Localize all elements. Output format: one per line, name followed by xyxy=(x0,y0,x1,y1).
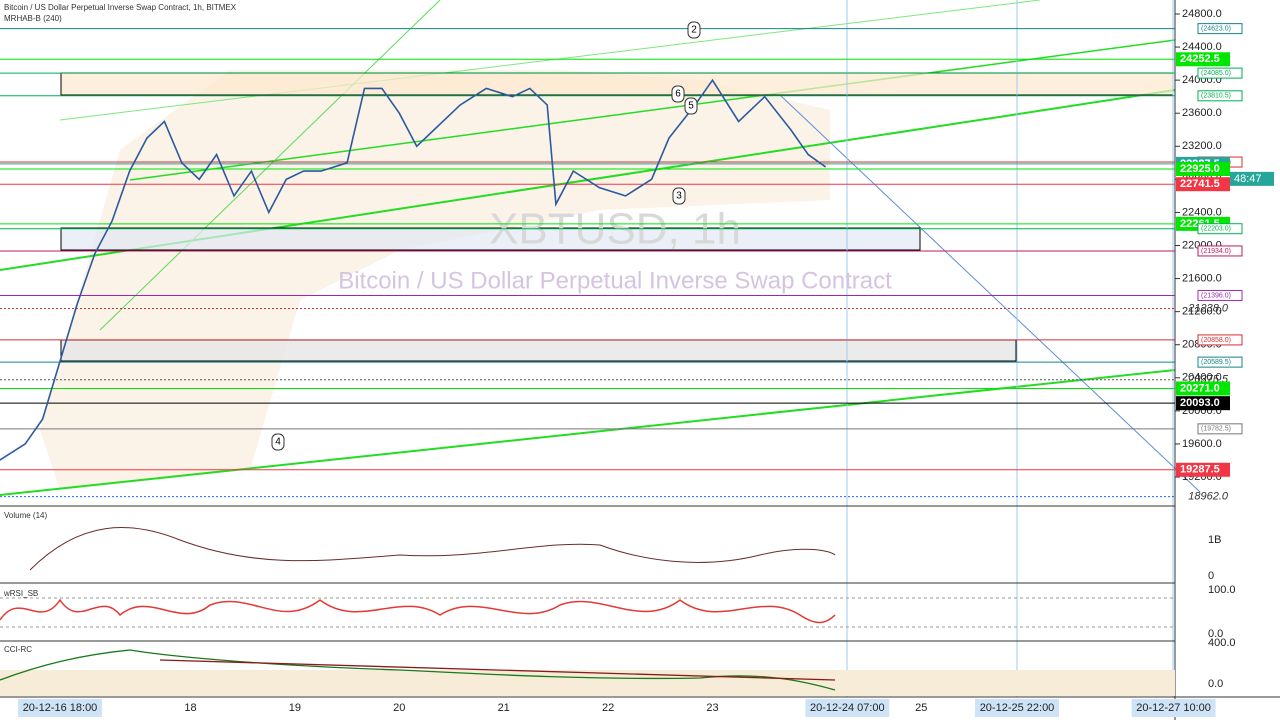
price-tag-label: 20271.0 xyxy=(1180,382,1220,394)
pane-title: CCI-RC xyxy=(4,645,32,654)
price-tick-label: 22400.0 xyxy=(1182,206,1222,218)
zone-box xyxy=(60,72,1174,96)
price-tag xyxy=(1197,67,1243,79)
price-tag-label: 22925.0 xyxy=(1180,163,1220,175)
indicator-info: MRHAB-B (240) xyxy=(4,14,62,23)
price-tag xyxy=(1197,23,1243,35)
price-line xyxy=(0,78,827,461)
zone-box xyxy=(60,339,1017,362)
price-tick-label: 20400.0 xyxy=(1182,372,1222,384)
price-tick-label: 23200.0 xyxy=(1182,140,1222,152)
time-tag xyxy=(805,699,890,717)
price-tag-label: 19287.5 xyxy=(1180,464,1220,476)
cci-band xyxy=(0,670,1175,696)
time-tag xyxy=(1131,699,1216,717)
price-tag-label: (19782.5) xyxy=(1201,426,1231,433)
pane-scale-label: 400.0 xyxy=(1208,637,1236,649)
pane-scale-label: 1B xyxy=(1208,534,1221,546)
price-tick-label: 19600.0 xyxy=(1182,438,1222,450)
callout-label: 2 xyxy=(691,25,697,36)
trendline xyxy=(59,0,1041,121)
callout xyxy=(684,97,698,115)
time-label: 20-12-24 07:00 xyxy=(810,702,885,714)
pane-scale-label: 0 xyxy=(1208,570,1214,582)
price-tag xyxy=(1176,52,1230,67)
time-tag xyxy=(975,699,1059,717)
price-tag-label: 18962.0 xyxy=(1188,491,1229,503)
pane-title: Volume (14) xyxy=(4,511,47,520)
price-tag-label: 20093.0 xyxy=(1180,397,1220,409)
price-tag-label: 22741.5 xyxy=(1180,178,1220,190)
countdown: 48:47 xyxy=(1234,173,1262,185)
time-label: 20-12-25 22:00 xyxy=(980,702,1055,714)
price-tag-label: (24623.0) xyxy=(1201,25,1231,32)
price-tag xyxy=(1176,381,1230,396)
callout xyxy=(271,433,285,451)
time-label: 18 xyxy=(184,702,196,714)
price-tag xyxy=(1197,245,1243,257)
callout-label: 4 xyxy=(275,437,281,448)
band xyxy=(40,70,830,490)
price-tag-label: (21934.0) xyxy=(1201,248,1231,255)
trendline xyxy=(779,94,1201,493)
pane-scale-label: 0.0 xyxy=(1208,678,1223,690)
price-tag-label: (22203.0) xyxy=(1201,226,1231,233)
time-tag xyxy=(18,699,102,717)
price-tag-label: (21396.0) xyxy=(1201,292,1231,299)
price-tick-label: 24800.0 xyxy=(1182,8,1222,20)
price-tag-label: (20858.0) xyxy=(1201,337,1231,344)
trendline xyxy=(0,369,1176,496)
price-tag xyxy=(1176,396,1230,411)
time-label: 19 xyxy=(289,702,301,714)
price-tag xyxy=(1197,334,1243,346)
watermark-description: Bitcoin / US Dollar Perpetual Inverse Sw… xyxy=(338,267,892,294)
price-tag xyxy=(1197,289,1243,301)
price-tag xyxy=(1197,90,1243,102)
callout xyxy=(687,21,701,39)
volume-ma xyxy=(29,527,836,571)
callout-label: 3 xyxy=(676,191,682,202)
rsi-line xyxy=(0,598,836,624)
price-tag xyxy=(1176,177,1230,192)
price-tag xyxy=(1176,162,1230,177)
time-label: 20 xyxy=(393,702,405,714)
time-label: 25 xyxy=(915,702,927,714)
price-tag xyxy=(1197,356,1243,368)
price-tag xyxy=(1197,423,1243,435)
pane-scale-label: 0.0 xyxy=(1208,628,1223,640)
trendline xyxy=(129,39,1176,181)
price-tick-label: 23600.0 xyxy=(1182,107,1222,119)
price-tick-label: 21200.0 xyxy=(1182,306,1222,318)
callout xyxy=(672,187,686,205)
price-tag-label: 24252.5 xyxy=(1180,53,1220,65)
countdown-tag xyxy=(1230,171,1274,186)
time-label: 22 xyxy=(602,702,614,714)
price-tag-label: (23810.5) xyxy=(1201,93,1231,100)
callout-label: 6 xyxy=(675,89,681,100)
symbol-info: Bitcoin / US Dollar Perpetual Inverse Sw… xyxy=(4,3,237,12)
price-tag-label: (20589.5) xyxy=(1201,359,1231,366)
pane-scale-label: 100.0 xyxy=(1208,584,1236,596)
pane-title: wRSI_SB xyxy=(3,589,38,598)
price-tag-label: (24085.0) xyxy=(1201,70,1231,77)
time-label: 23 xyxy=(706,702,718,714)
time-label: 21 xyxy=(498,702,510,714)
time-label: 20-12-16 18:00 xyxy=(23,702,98,714)
time-label: 20-12-27 10:00 xyxy=(1136,702,1211,714)
zone-box xyxy=(60,227,921,251)
callout xyxy=(671,85,685,103)
callout-label: 5 xyxy=(688,101,694,112)
price-tag xyxy=(1176,462,1230,477)
price-tick-label: 24400.0 xyxy=(1182,41,1222,53)
price-tag xyxy=(1197,223,1243,235)
price-tick-label: 21600.0 xyxy=(1182,272,1222,284)
trendline xyxy=(99,0,441,331)
price-tag-label: 21238.0 xyxy=(1187,302,1229,314)
